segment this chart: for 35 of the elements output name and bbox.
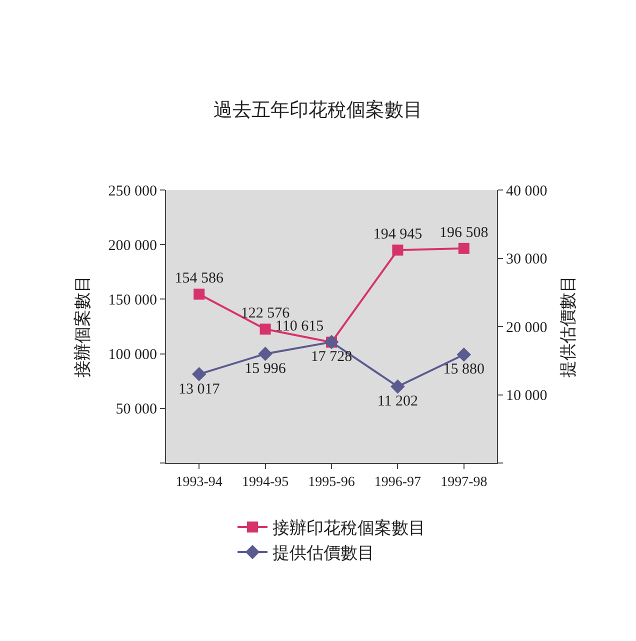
y-tick-label: 250 000 bbox=[108, 183, 157, 200]
data-label: 15 880 bbox=[443, 362, 485, 378]
legend-label: 接辦印花稅個案數目 bbox=[272, 518, 426, 538]
data-label: 13 017 bbox=[178, 381, 220, 398]
point bbox=[258, 346, 272, 361]
legend-label: 提供估價數目 bbox=[272, 544, 374, 563]
x-tick-label: 1996-97 bbox=[374, 474, 422, 490]
y-tick-label: 150 000 bbox=[108, 292, 157, 308]
y-axis-title: 接辦個案數目 bbox=[72, 276, 92, 378]
point bbox=[390, 379, 405, 394]
y-tick-label: 50 000 bbox=[116, 402, 157, 418]
y2-tick-label: 10 000 bbox=[506, 388, 548, 404]
data-label: 194 945 bbox=[373, 226, 422, 242]
x-tick-label: 1994-95 bbox=[242, 474, 289, 490]
y-tick-label: 100 000 bbox=[108, 347, 157, 364]
data-label: 11 202 bbox=[377, 394, 418, 410]
chart-title: 過去五年印花稅個案數目 bbox=[214, 98, 422, 121]
x-tick-label: 1993-94 bbox=[176, 474, 222, 490]
y-tick-label: 200 000 bbox=[108, 238, 157, 254]
x-tick-label: 1997-98 bbox=[440, 474, 488, 490]
point bbox=[194, 288, 205, 300]
data-label: 196 508 bbox=[440, 224, 488, 241]
point bbox=[192, 367, 206, 382]
y2-tick-label: 20 000 bbox=[506, 320, 548, 336]
y2-tick-label: 40 000 bbox=[506, 183, 548, 200]
data-label: 15 996 bbox=[244, 360, 286, 377]
data-label: 154 586 bbox=[174, 270, 224, 287]
data-label: 17 728 bbox=[310, 349, 352, 366]
x-tick-label: 1995-96 bbox=[308, 474, 355, 490]
y2-tick-label: 30 000 bbox=[506, 252, 548, 268]
point bbox=[392, 244, 404, 256]
point bbox=[458, 242, 470, 254]
point bbox=[260, 324, 271, 335]
point bbox=[456, 347, 472, 362]
y2-axis-title: 提供估價數目 bbox=[558, 276, 578, 378]
